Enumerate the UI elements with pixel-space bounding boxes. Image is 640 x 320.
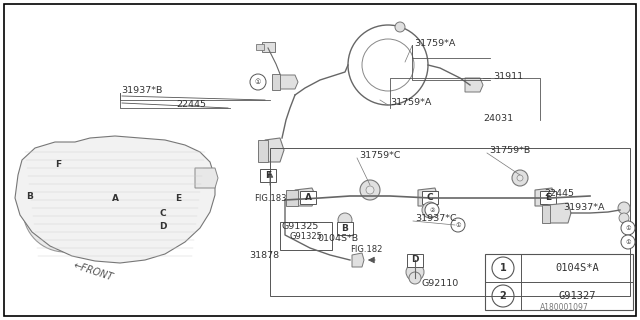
Text: ②: ② (429, 207, 435, 212)
Bar (22, 190, 38, 203)
Text: C: C (160, 209, 166, 218)
Polygon shape (265, 138, 284, 162)
Text: 31759*C: 31759*C (359, 150, 401, 159)
Text: 31759*A: 31759*A (414, 38, 456, 47)
Text: D: D (159, 221, 167, 230)
Circle shape (422, 202, 438, 218)
Circle shape (621, 221, 635, 235)
Text: 1: 1 (500, 263, 506, 273)
Text: 0104S*A: 0104S*A (555, 263, 599, 273)
Polygon shape (542, 205, 550, 223)
Text: F: F (55, 159, 61, 169)
Bar (422, 191, 438, 204)
Text: C: C (427, 193, 433, 202)
Circle shape (512, 170, 528, 186)
Text: FIG.183: FIG.183 (253, 194, 286, 203)
Polygon shape (535, 188, 555, 206)
Circle shape (395, 22, 405, 32)
Text: ①: ① (455, 222, 461, 228)
Bar (170, 192, 186, 205)
Text: 31937*B: 31937*B (121, 85, 163, 94)
Text: A: A (111, 194, 118, 203)
Circle shape (23, 168, 107, 252)
Polygon shape (465, 78, 483, 92)
Circle shape (338, 213, 352, 227)
Text: 31759*B: 31759*B (489, 146, 531, 155)
Polygon shape (286, 190, 298, 206)
Polygon shape (278, 75, 298, 89)
Text: D: D (412, 255, 419, 265)
Text: 31759*A: 31759*A (390, 98, 431, 107)
Polygon shape (272, 74, 280, 90)
Text: B: B (27, 191, 33, 201)
Circle shape (451, 218, 465, 232)
Text: 31911: 31911 (493, 71, 523, 81)
Text: ①: ① (255, 79, 261, 85)
Text: 22445: 22445 (176, 100, 206, 108)
Polygon shape (256, 44, 264, 50)
Circle shape (37, 182, 93, 238)
Text: 0104S*B: 0104S*B (317, 234, 358, 243)
Circle shape (517, 175, 523, 181)
Text: A: A (305, 193, 312, 202)
Bar (407, 254, 423, 267)
Bar (270, 148, 630, 296)
Text: G91327: G91327 (558, 291, 596, 301)
Circle shape (425, 203, 439, 217)
Polygon shape (418, 188, 438, 206)
Circle shape (250, 74, 266, 90)
Polygon shape (15, 136, 215, 263)
Bar (50, 158, 66, 171)
Bar (300, 191, 316, 204)
Text: B: B (342, 223, 348, 233)
Text: ①: ① (625, 226, 631, 230)
Bar (280, 222, 332, 250)
Text: 31878: 31878 (249, 252, 279, 260)
Circle shape (406, 263, 424, 281)
Text: G91325: G91325 (289, 231, 323, 241)
Circle shape (118, 178, 162, 222)
Circle shape (492, 285, 514, 307)
Text: FIG.182: FIG.182 (350, 245, 382, 254)
Polygon shape (352, 253, 364, 267)
Text: 2: 2 (500, 291, 506, 301)
Text: E: E (545, 193, 551, 202)
Text: 31937*A: 31937*A (563, 203, 605, 212)
Circle shape (409, 272, 421, 284)
Text: G91325: G91325 (281, 221, 318, 230)
Text: 24031: 24031 (483, 114, 513, 123)
Bar (155, 207, 171, 220)
Bar (540, 191, 556, 204)
Circle shape (53, 198, 77, 222)
Circle shape (360, 180, 380, 200)
Circle shape (619, 213, 629, 223)
Polygon shape (195, 168, 218, 188)
Bar (337, 222, 353, 235)
Polygon shape (295, 188, 316, 206)
Polygon shape (262, 42, 275, 52)
Circle shape (618, 202, 630, 214)
Text: A180001097: A180001097 (540, 303, 589, 313)
Text: G92110: G92110 (421, 278, 458, 287)
Text: F: F (265, 171, 271, 180)
Text: E: E (175, 194, 181, 203)
Circle shape (492, 257, 514, 279)
Circle shape (621, 235, 635, 249)
Bar (260, 169, 276, 182)
Text: ←FRONT: ←FRONT (72, 261, 115, 283)
Circle shape (366, 186, 374, 194)
Circle shape (155, 160, 185, 190)
Bar (107, 192, 123, 205)
Bar (155, 220, 171, 233)
Polygon shape (258, 140, 268, 162)
Bar (485, 254, 633, 310)
Polygon shape (548, 203, 571, 223)
Text: 22445: 22445 (544, 188, 574, 197)
Circle shape (130, 190, 150, 210)
Text: ①: ① (625, 239, 631, 244)
Text: 31937*C: 31937*C (415, 213, 456, 222)
